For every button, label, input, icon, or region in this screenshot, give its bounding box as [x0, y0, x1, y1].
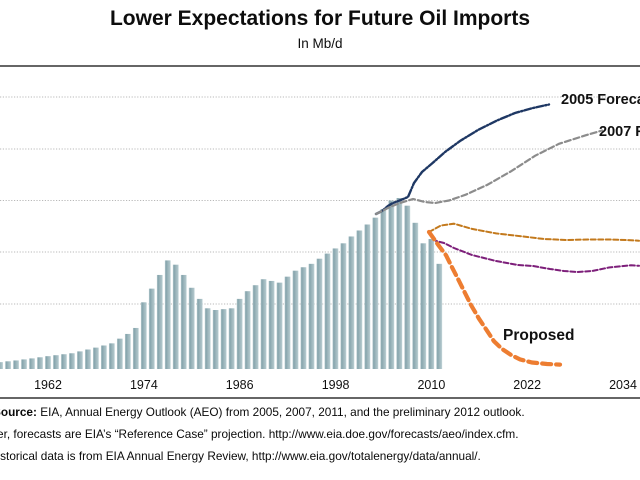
svg-text:2022: 2022	[513, 378, 541, 392]
svg-text:2010: 2010	[417, 378, 445, 392]
svg-text:2007 Forecast: 2007 Forecast	[599, 124, 640, 140]
svg-text:2005 Forecast: 2005 Forecast	[561, 92, 640, 108]
svg-text:1974: 1974	[130, 378, 158, 392]
svg-text:1998: 1998	[322, 378, 350, 392]
svg-text:Proposed: Proposed	[503, 327, 574, 344]
svg-text:1986: 1986	[226, 378, 254, 392]
svg-text:1962: 1962	[34, 378, 62, 392]
svg-text:2034: 2034	[609, 378, 637, 392]
